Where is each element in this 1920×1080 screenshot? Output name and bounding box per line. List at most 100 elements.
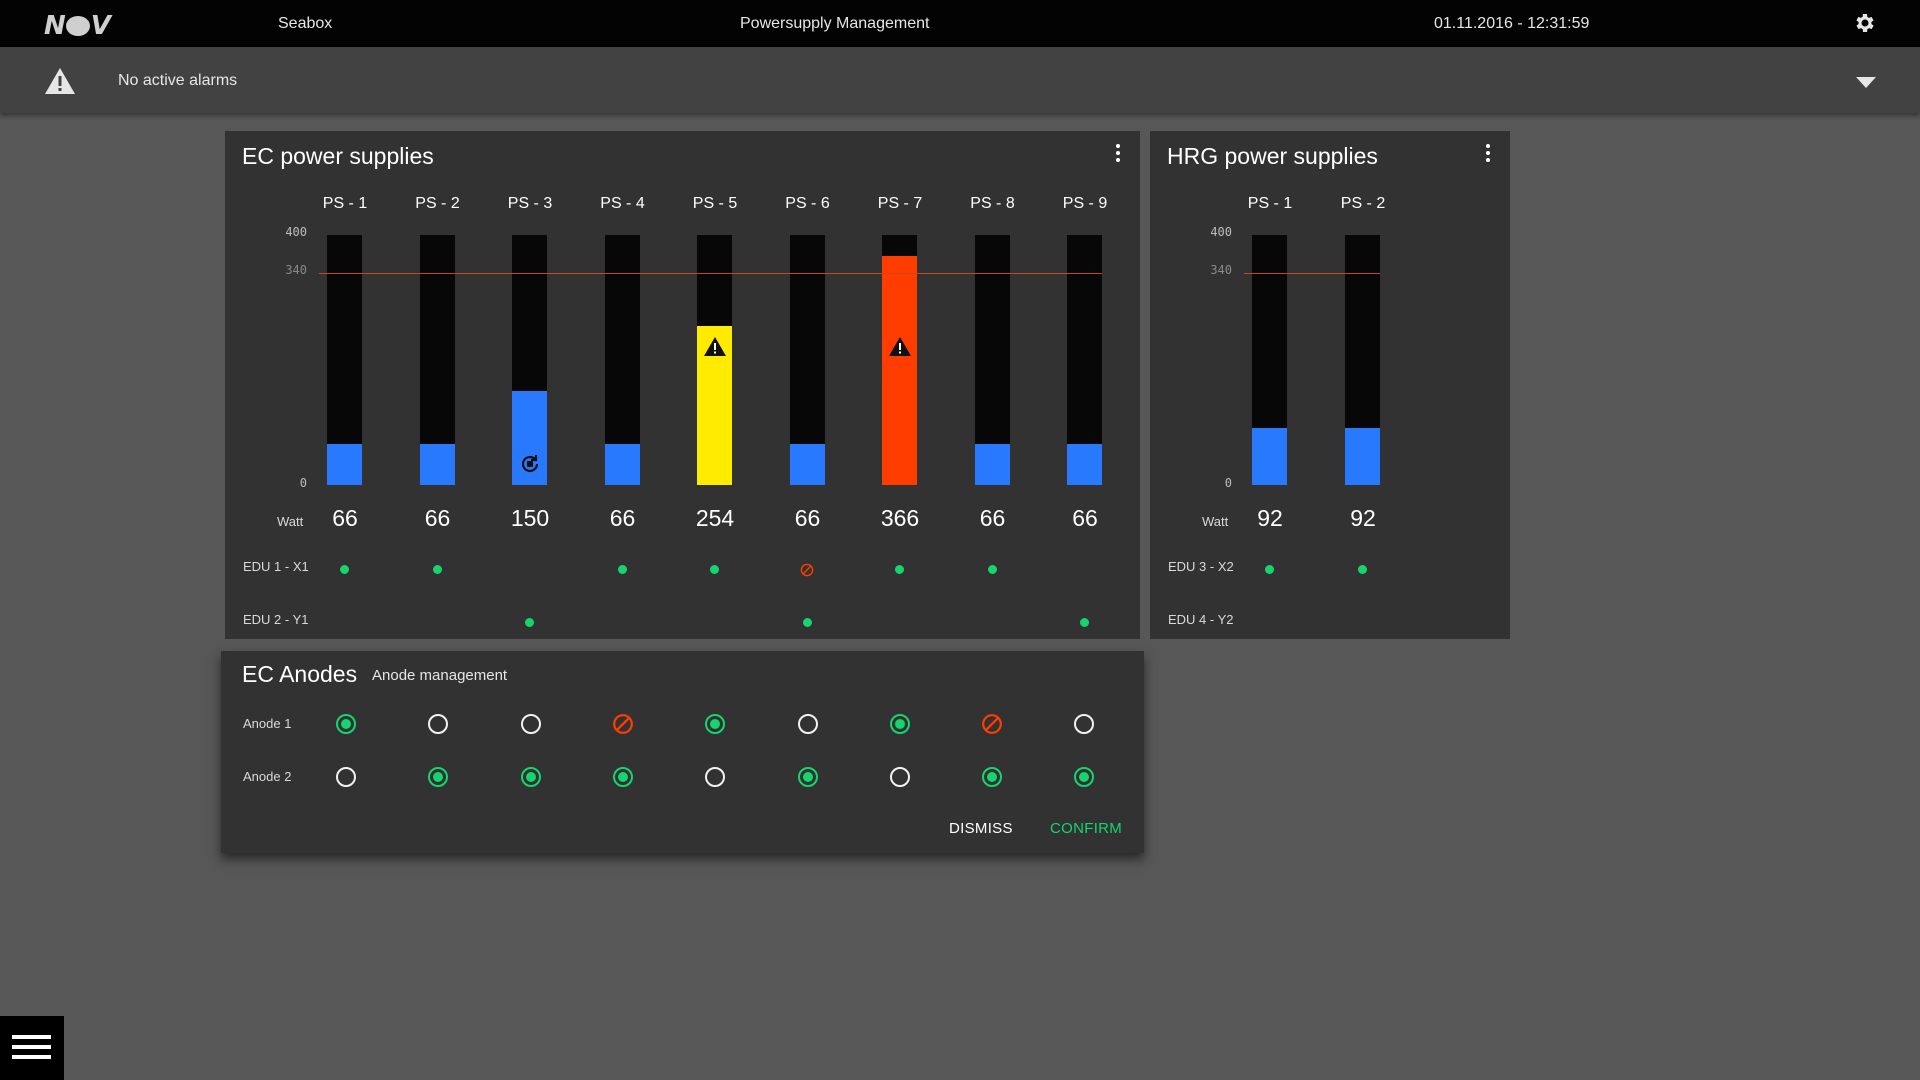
anode-blocked-icon[interactable] <box>612 713 634 735</box>
edu-status-ok-icon <box>802 618 812 627</box>
edu-row-label: EDU 3 - X2 <box>1168 559 1234 574</box>
anode-radio-selected[interactable] <box>428 767 449 787</box>
edu-status-ok-icon <box>525 618 534 627</box>
gear-icon[interactable] <box>1852 11 1876 35</box>
anode-radio-selected[interactable] <box>982 767 1003 787</box>
edu-status-ok-icon <box>987 565 997 574</box>
panel-title: EC power supplies <box>242 143 434 169</box>
edu-status-ok-icon <box>1080 618 1089 627</box>
dialog-title: EC Anodes <box>242 661 358 687</box>
axis-limit-label: 340 <box>285 263 307 277</box>
app-name: Seabox <box>278 15 333 32</box>
anode-row-label: Anode 2 <box>243 769 292 784</box>
anode-radio[interactable] <box>705 767 726 787</box>
limit-line <box>319 272 1102 274</box>
power-bar-track <box>419 235 455 485</box>
axis-min-label: 0 <box>299 476 307 490</box>
warning-icon <box>704 337 726 356</box>
power-bar-fill <box>882 256 917 485</box>
power-bar-fill <box>1067 443 1102 485</box>
power-supply-label: PS - 4 <box>600 195 645 212</box>
anode-radio[interactable] <box>520 714 541 734</box>
anode-radio-selected[interactable] <box>1074 767 1095 787</box>
power-supply-label: PS - 9 <box>1062 195 1108 212</box>
edu-row-label: EDU 1 - X1 <box>243 559 309 574</box>
power-bar-fill <box>974 443 1010 485</box>
page-title: Powersupply Management <box>740 15 930 32</box>
anode-blocked-icon[interactable] <box>981 713 1003 735</box>
anode-radio[interactable] <box>1074 714 1095 734</box>
power-supply-label: PS - 6 <box>785 195 830 212</box>
power-bar-track <box>974 235 1010 485</box>
power-supply-label: PS - 1 <box>322 195 368 212</box>
power-bar-track <box>1067 235 1102 485</box>
watt-value: 66 <box>794 505 821 531</box>
anode-radio-selected[interactable] <box>336 714 356 734</box>
power-bar-track <box>604 235 640 485</box>
power-supply-label: PS - 3 <box>507 195 553 212</box>
power-supply-label: PS - 8 <box>970 195 1015 212</box>
edu-status-ok-icon <box>432 565 442 574</box>
limit-line <box>1244 272 1380 274</box>
power-bar-fill <box>604 443 640 485</box>
warning-icon <box>889 337 911 356</box>
warning-icon <box>45 68 75 94</box>
anode-radio[interactable] <box>336 767 356 787</box>
more-options-icon[interactable] <box>1115 144 1121 164</box>
power-bar-track <box>1345 235 1380 485</box>
hamburger-menu-icon[interactable] <box>0 1016 64 1080</box>
watt-value: 92 <box>1350 505 1376 531</box>
edu-status-ok-icon <box>710 565 719 574</box>
power-bar-track <box>512 235 547 485</box>
edu-status-ok-icon <box>895 565 904 574</box>
axis-min-label: 0 <box>1224 476 1232 490</box>
edu-row-label: EDU 2 - Y1 <box>243 612 309 627</box>
power-bar-fill <box>1252 427 1287 485</box>
edu-status-ok-icon <box>617 565 627 574</box>
watt-value: 66 <box>979 505 1006 531</box>
anode-radio-selected[interactable] <box>612 767 633 787</box>
anode-radio-selected[interactable] <box>705 714 726 734</box>
confirm-button[interactable]: CONFIRM <box>1050 820 1123 837</box>
power-bar-fill <box>789 443 825 485</box>
anode-radio[interactable] <box>889 767 910 787</box>
anode-radio[interactable] <box>797 714 818 734</box>
more-options-icon[interactable] <box>1485 144 1491 164</box>
power-supply-label: PS - 2 <box>415 195 460 212</box>
power-bar-track <box>1252 235 1287 485</box>
panel-title: HRG power supplies <box>1167 143 1378 169</box>
alarm-bar[interactable]: No active alarms <box>0 47 1920 113</box>
power-supply-label: PS - 1 <box>1247 195 1293 212</box>
dialog-subtitle: Anode management <box>372 667 508 684</box>
power-supply-label: PS - 2 <box>1340 195 1386 212</box>
chevron-down-icon[interactable] <box>1856 77 1876 88</box>
anode-row-label: Anode 1 <box>243 716 292 731</box>
power-bar-track <box>882 235 917 485</box>
power-bar-fill <box>1345 427 1380 485</box>
dismiss-button[interactable]: DISMISS <box>949 820 1013 837</box>
edu-status-blocked-icon <box>800 563 813 577</box>
hrg-power-supplies-panel: HRG power supplies 400 340 0 Watt EDU 3 … <box>1150 131 1510 639</box>
watt-value: 66 <box>424 505 451 531</box>
anode-radio[interactable] <box>428 714 449 734</box>
power-bar-fill <box>327 443 362 485</box>
ec-anodes-dialog: EC Anodes Anode management Anode 1 Anode… <box>221 651 1144 853</box>
watt-value: 150 <box>510 505 550 531</box>
anode-radio-selected[interactable] <box>520 767 541 787</box>
alarm-status-text: No active alarms <box>118 72 238 89</box>
watt-value: 66 <box>1072 505 1098 531</box>
edu-status-ok-icon <box>1265 565 1274 574</box>
watt-label: Watt <box>1202 514 1229 529</box>
anode-radio-selected[interactable] <box>889 714 910 734</box>
axis-max-label: 400 <box>1210 225 1232 239</box>
anode-radio-selected[interactable] <box>797 767 818 787</box>
power-bar-track <box>327 235 362 485</box>
axis-limit-label: 340 <box>1210 263 1232 277</box>
power-supply-label: PS - 7 <box>877 195 923 212</box>
edu-status-ok-icon <box>340 565 349 574</box>
edu-status-ok-icon <box>1358 565 1367 574</box>
power-supply-label: PS - 5 <box>692 195 738 212</box>
edu-row-label: EDU 4 - Y2 <box>1168 612 1234 627</box>
